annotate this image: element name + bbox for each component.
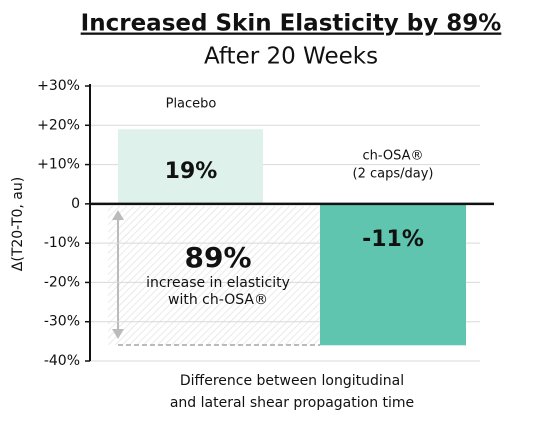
y-tick-label: -30%	[44, 314, 80, 330]
y-tick-label: -40%	[44, 353, 80, 369]
y-tick-label: +20%	[37, 117, 80, 133]
chart-title: Increased Skin Elasticity by 89%	[81, 11, 502, 37]
y-axis-label: Δ(T20-T0, au)	[10, 177, 26, 271]
annotation: with ch-OSA®	[168, 292, 268, 308]
annotation: 89%	[184, 241, 251, 274]
x-axis-label: and lateral shear propagation time	[170, 395, 414, 411]
chart-subtitle: After 20 Weeks	[204, 44, 378, 70]
y-tick-label: -20%	[44, 274, 80, 290]
annotation: -11%	[362, 227, 424, 252]
annotation: (2 caps/day)	[353, 167, 434, 182]
annotation: increase in elasticity	[146, 275, 290, 291]
y-tick-label: 0	[71, 196, 80, 212]
y-tick-label: +30%	[37, 78, 80, 94]
category-label: ch-OSA®	[362, 149, 423, 164]
x-axis-label: Difference between longitudinal	[180, 373, 404, 389]
bar	[118, 129, 263, 204]
y-tick-label: -10%	[44, 235, 80, 251]
category-label: Placebo	[166, 97, 217, 112]
bar	[320, 203, 466, 346]
y-tick-label: +10%	[37, 157, 80, 173]
annotation: 19%	[165, 159, 218, 184]
